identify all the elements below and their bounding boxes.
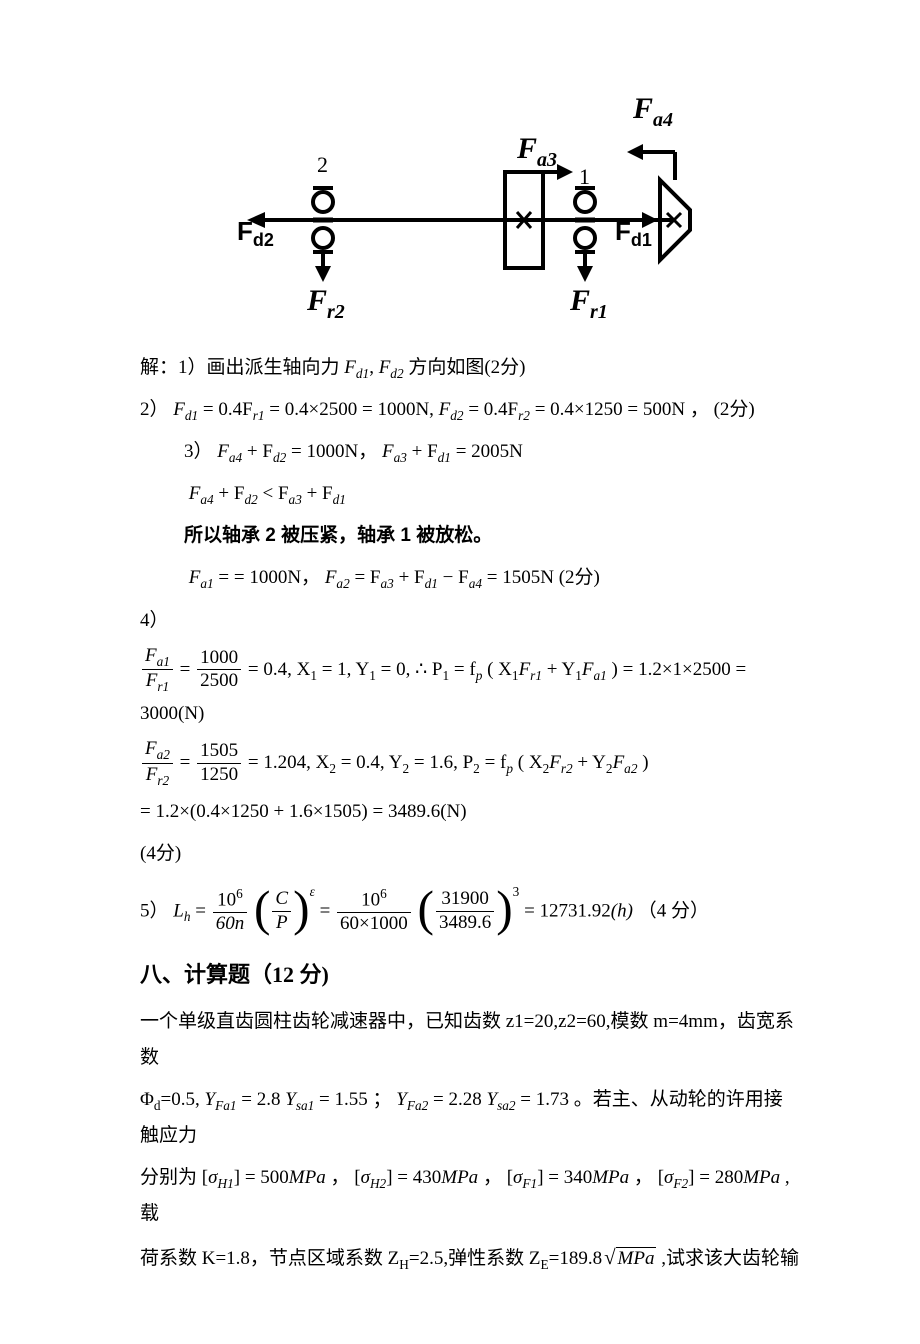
step3-l3: Fa1 = = 1000N， Fa2 = Fa3 + Fd1 − Fa4 = 1… — [184, 560, 800, 596]
step1: 解：1）画出派生轴向力 Fd1, Fd2 方向如图(2分) — [140, 350, 800, 386]
section8-title: 八、计算题（12 分) — [140, 954, 800, 996]
step2: 2） Fd1 = 0.4Fr1 = 0.4×2500 = 1000N, Fd2 … — [140, 392, 800, 428]
step4-l1: Fa1Fr1 = 10002500 = 0.4, X1 = 1, Y1 = 0,… — [140, 645, 800, 732]
svg-text:Fa3: Fa3 — [516, 132, 557, 171]
svg-text:Fr1: Fr1 — [569, 284, 608, 320]
step5: 5） Lh = 10660n (CP)ε = 10660×1000 (31900… — [140, 879, 800, 937]
sec8-l3: 分别为 [σH1] = 500MPa ， [σH2] = 430MPa ， [σ… — [140, 1160, 800, 1232]
step3-l1: 3） Fa4 + Fd2 = 1000N， Fa3 + Fd1 = 2005N — [184, 434, 800, 470]
force-diagram: Fa4 Fa3 Fd2 Fd1 Fr2 Fr1 2 1 — [235, 80, 705, 320]
step3-conclusion: 所以轴承 2 被压紧，轴承 1 被放松。 — [184, 518, 800, 554]
step3-l2: Fa4 + Fd2 < Fa3 + Fd1 — [184, 476, 800, 512]
step4-prefix: 4） — [140, 603, 800, 639]
step4-l3: = 1.2×(0.4×1250 + 1.6×1505) = 3489.6(N) — [140, 794, 800, 830]
step4-pts: (4分) — [140, 836, 800, 872]
svg-text:Fr2: Fr2 — [306, 284, 345, 320]
sec8-l4: 荷系数 K=1.8，节点区域系数 ZH=2.5,弹性系数 ZE=189.8MPa… — [140, 1238, 800, 1278]
sec8-l1: 一个单级直齿圆柱齿轮减速器中，已知齿数 z1=20,z2=60,模数 m=4mm… — [140, 1004, 800, 1076]
svg-text:1: 1 — [579, 164, 590, 189]
svg-text:2: 2 — [317, 152, 328, 177]
svg-text:Fa4: Fa4 — [632, 92, 673, 131]
sec8-l2: Φd=0.5, YFa1 = 2.8 Ysa1 = 1.55 ； YFa2 = … — [140, 1082, 800, 1154]
step4-l2: Fa2Fr2 = 15051250 = 1.204, X2 = 0.4, Y2 … — [140, 738, 800, 789]
